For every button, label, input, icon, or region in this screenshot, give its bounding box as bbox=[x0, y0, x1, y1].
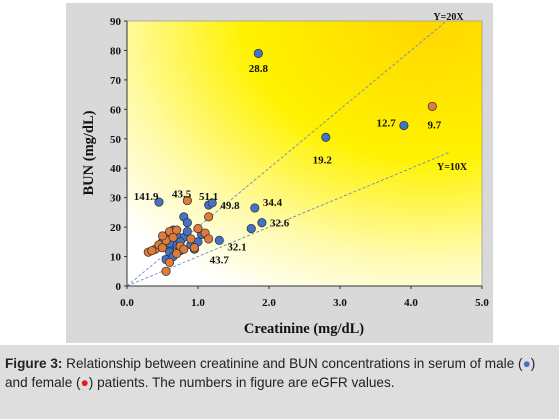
egfr-label: 43.5 bbox=[172, 188, 192, 200]
x-tick-label: 0.0 bbox=[120, 297, 134, 309]
female-point bbox=[172, 249, 182, 259]
male-point bbox=[250, 203, 260, 213]
y-tick-label: 40 bbox=[110, 163, 122, 175]
male-point bbox=[154, 197, 164, 207]
x-tick-label: 2.0 bbox=[262, 297, 276, 309]
egfr-label: 43.7 bbox=[210, 255, 230, 267]
female-point bbox=[427, 101, 437, 111]
y-axis-label: BUN (mg/dL) bbox=[81, 110, 97, 195]
y-tick-label: 70 bbox=[110, 75, 122, 87]
female-marker-icon: ● bbox=[80, 375, 89, 390]
male-marker-icon: ● bbox=[522, 356, 531, 371]
egfr-label: 51.1 bbox=[199, 191, 218, 203]
male-point bbox=[182, 218, 192, 228]
x-tick-label: 5.0 bbox=[475, 297, 489, 309]
egfr-label: 12.7 bbox=[377, 118, 397, 130]
y-tick-label: 20 bbox=[110, 222, 122, 234]
scatter-chart: Y=20X Y=10X 0 10 20 30 40 50 60 70 80 90 0.0 1.0 2.0 3… bbox=[81, 12, 489, 337]
egfr-label: 32.6 bbox=[270, 218, 290, 230]
caption-text-1: Relationship between creatinine and BUN … bbox=[62, 356, 523, 371]
female-point bbox=[186, 234, 196, 244]
female-point bbox=[168, 232, 178, 242]
y-tick-label: 10 bbox=[110, 252, 122, 264]
reference-line-label: Y=20X bbox=[433, 12, 464, 23]
egfr-label: 32.1 bbox=[227, 241, 246, 253]
female-point bbox=[147, 246, 157, 256]
female-point bbox=[193, 224, 203, 234]
female-point bbox=[161, 266, 171, 276]
y-tick-label: 30 bbox=[110, 193, 122, 205]
egfr-label: 28.8 bbox=[249, 63, 269, 75]
y-tick-label: 80 bbox=[110, 45, 122, 57]
egfr-label: 49.8 bbox=[220, 200, 240, 212]
y-tick-label: 90 bbox=[110, 16, 122, 28]
axes: 0 10 20 30 40 50 60 70 80 90 0.0 1.0 2.0 3.0 4.0 5.0 bbox=[110, 16, 489, 309]
female-point bbox=[204, 212, 214, 222]
female-point bbox=[182, 196, 192, 206]
female-point bbox=[172, 225, 182, 235]
male-point bbox=[321, 132, 331, 142]
x-tick-label: 4.0 bbox=[404, 297, 418, 309]
male-point bbox=[246, 224, 256, 234]
egfr-label: 9.7 bbox=[428, 120, 442, 132]
caption-box bbox=[0, 345, 559, 419]
caption-text-2: ) and female ( bbox=[5, 356, 536, 390]
plot-area bbox=[126, 20, 483, 287]
male-point bbox=[182, 226, 192, 237]
x-tick-label: 3.0 bbox=[333, 297, 347, 309]
egfr-label: 141.9 bbox=[134, 191, 159, 203]
reference-line-2 bbox=[126, 151, 451, 287]
female-point bbox=[157, 231, 168, 241]
male-point bbox=[207, 198, 217, 208]
male-point bbox=[257, 218, 267, 228]
egfr-label: 34.4 bbox=[263, 197, 283, 209]
male-point bbox=[214, 235, 224, 245]
caption-label: Figure 3: bbox=[5, 356, 63, 371]
y-tick-label: 60 bbox=[110, 104, 122, 116]
y-tick-label: 0 bbox=[116, 281, 122, 293]
reference-line-1 bbox=[126, 20, 447, 287]
female-point bbox=[179, 244, 189, 254]
x-axis-label: Creatinine (mg/dL) bbox=[244, 321, 364, 337]
female-point bbox=[204, 234, 214, 244]
y-tick-label: 50 bbox=[110, 134, 122, 146]
annotations: 28.8 12.7 9.7 19.2 141.9 43.5 51.149.8 34.4 32.6… bbox=[134, 63, 442, 266]
egfr-label: 19.2 bbox=[313, 154, 333, 166]
data-points bbox=[143, 48, 437, 276]
x-tick-label: 1.0 bbox=[191, 297, 205, 309]
male-point bbox=[253, 48, 263, 58]
female-point bbox=[189, 243, 199, 253]
caption-text-3: ) patients. The numbers in figure are eG… bbox=[88, 375, 395, 390]
figure-caption: Figure 3: Relationship between creatinin… bbox=[5, 354, 555, 392]
female-point bbox=[157, 243, 168, 253]
reference-line-label: Y=10X bbox=[437, 162, 468, 173]
female-point bbox=[165, 257, 175, 267]
male-point bbox=[399, 120, 409, 131]
reference-lines: Y=20X Y=10X bbox=[126, 12, 468, 287]
